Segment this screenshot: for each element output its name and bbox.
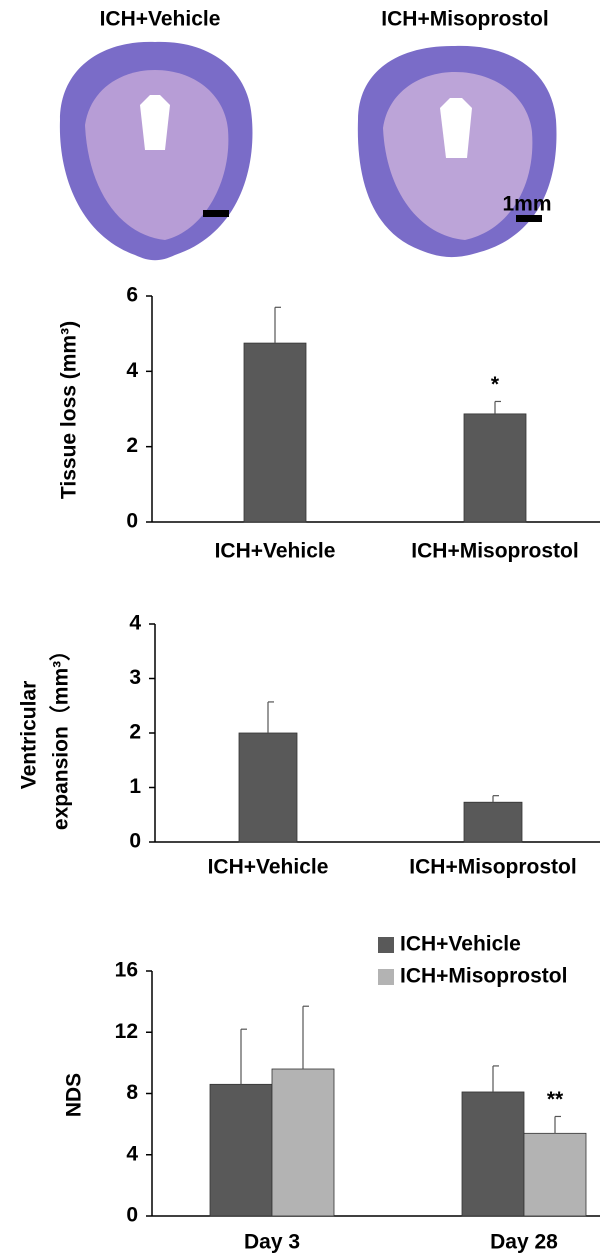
y-tick-label: 8 [126, 1081, 138, 1104]
ventricle [140, 95, 170, 150]
legend-label: ICH+Misoprostol [400, 965, 567, 988]
x-tick-label: Day 3 [244, 1231, 300, 1254]
panel-images: ICH+Vehicle ICH+Misoprostol 1mm [60, 8, 557, 261]
figure: ICH+Vehicle ICH+Misoprostol 1mm 0 2 4 6 Tiss… [0, 0, 611, 1260]
scale-bar [203, 210, 229, 217]
y-tick-label: 2 [126, 434, 138, 457]
x-tick-label: ICH+Misoprostol [409, 856, 576, 879]
x-tick-label: ICH+Misoprostol [411, 540, 578, 563]
bar [524, 1133, 586, 1216]
y-tick-label: 16 [115, 959, 138, 982]
x-tick-label: ICH+Vehicle [208, 856, 329, 879]
y-tick-label: 4 [126, 1142, 138, 1165]
y-axis-label: NDS [63, 1073, 86, 1117]
y-tick-label: 3 [129, 666, 141, 689]
y-tick-label: 0 [129, 830, 141, 853]
image-label: ICH+Vehicle [100, 8, 221, 31]
significance-label: ** [547, 1088, 564, 1111]
bar [244, 343, 306, 522]
bar [462, 1092, 524, 1216]
y-axis-label: Tissue loss (mm³) [58, 321, 81, 499]
bar [210, 1084, 272, 1216]
legend-swatch [378, 937, 394, 953]
scale-bar [516, 215, 542, 222]
y-tick-label: 4 [129, 612, 141, 635]
bar [272, 1069, 334, 1216]
y-tick-label: 6 [126, 284, 138, 307]
y-tick-label: 1 [129, 775, 141, 798]
image-label: ICH+Misoprostol [381, 8, 548, 31]
y-axis-label: Ventricular [18, 681, 41, 790]
y-tick-label: 4 [126, 359, 138, 382]
y-axis-label: expansion（mm³） [49, 640, 73, 830]
x-tick-label: ICH+Vehicle [215, 540, 336, 563]
y-tick-label: 0 [126, 510, 138, 533]
x-tick-label: Day 28 [490, 1231, 558, 1254]
y-tick-label: 2 [129, 721, 141, 744]
bar [464, 414, 526, 522]
bar [464, 802, 522, 842]
significance-label: * [491, 373, 500, 396]
scale-label: 1mm [502, 193, 551, 216]
legend-swatch [378, 969, 394, 985]
bar [239, 733, 297, 842]
y-tick-label: 12 [115, 1020, 138, 1043]
y-tick-label: 0 [126, 1204, 138, 1227]
legend-label: ICH+Vehicle [400, 933, 521, 956]
